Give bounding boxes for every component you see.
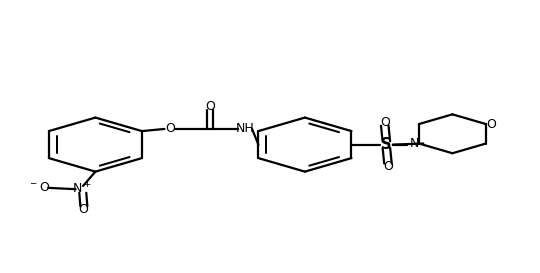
Text: N: N xyxy=(410,137,420,150)
Text: O: O xyxy=(165,122,175,135)
Text: O: O xyxy=(380,116,390,129)
Text: NH: NH xyxy=(235,122,254,135)
Text: S: S xyxy=(381,137,391,152)
Text: O: O xyxy=(383,160,393,173)
Text: O: O xyxy=(78,203,88,216)
Text: O: O xyxy=(487,118,496,130)
Text: N$^+$: N$^+$ xyxy=(72,182,92,197)
Text: O: O xyxy=(205,100,215,113)
Text: $^-$O: $^-$O xyxy=(28,181,50,194)
